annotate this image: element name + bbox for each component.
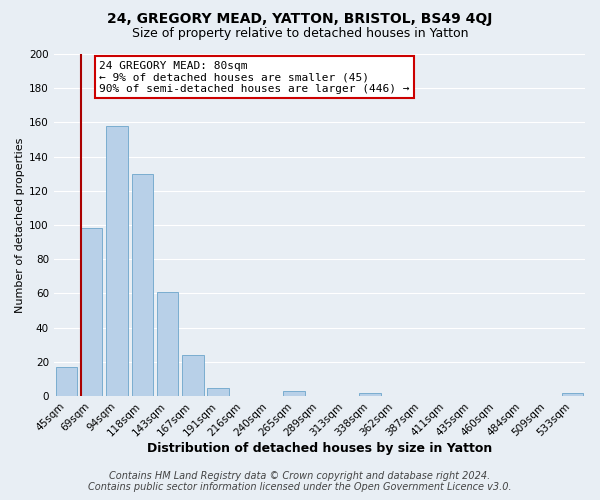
X-axis label: Distribution of detached houses by size in Yatton: Distribution of detached houses by size … xyxy=(147,442,492,455)
Bar xyxy=(359,392,381,396)
Y-axis label: Number of detached properties: Number of detached properties xyxy=(15,138,25,312)
Bar xyxy=(208,388,229,396)
Text: Size of property relative to detached houses in Yatton: Size of property relative to detached ho… xyxy=(132,28,468,40)
Bar xyxy=(106,126,128,396)
Bar xyxy=(157,292,178,396)
Text: Contains HM Land Registry data © Crown copyright and database right 2024.
Contai: Contains HM Land Registry data © Crown c… xyxy=(88,471,512,492)
Text: 24 GREGORY MEAD: 80sqm
← 9% of detached houses are smaller (45)
90% of semi-deta: 24 GREGORY MEAD: 80sqm ← 9% of detached … xyxy=(100,61,410,94)
Bar xyxy=(131,174,153,396)
Bar xyxy=(81,228,103,396)
Text: 24, GREGORY MEAD, YATTON, BRISTOL, BS49 4QJ: 24, GREGORY MEAD, YATTON, BRISTOL, BS49 … xyxy=(107,12,493,26)
Bar xyxy=(182,355,203,396)
Bar xyxy=(562,392,583,396)
Bar xyxy=(283,391,305,396)
Bar xyxy=(56,367,77,396)
